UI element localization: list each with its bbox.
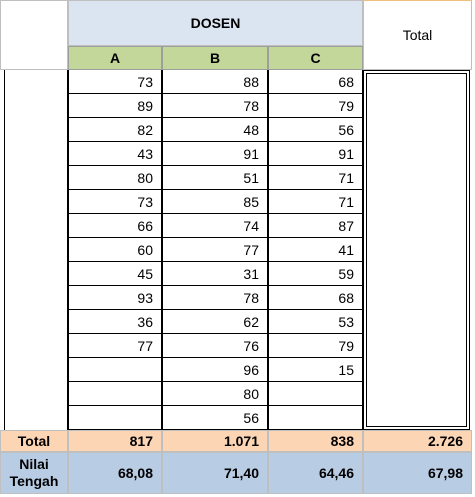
cell-b-row-3[interactable]: 48 — [162, 118, 268, 142]
cell-a-row-14[interactable] — [68, 382, 162, 406]
cell-b-row-4[interactable]: 91 — [162, 142, 268, 166]
cell-c-row-6[interactable]: 71 — [268, 190, 363, 214]
cell-c-row-9[interactable]: 59 — [268, 262, 363, 286]
cell-b-row-11[interactable]: 62 — [162, 310, 268, 334]
cell-c-row-4[interactable]: 91 — [268, 142, 363, 166]
row-label-column — [4, 70, 68, 430]
mean-total[interactable]: 67,98 — [363, 452, 472, 494]
mean-c[interactable]: 64,46 — [268, 452, 363, 494]
cell-c-row-8[interactable]: 41 — [268, 238, 363, 262]
cell-c-row-3[interactable]: 56 — [268, 118, 363, 142]
cell-b-row-15[interactable]: 56 — [162, 406, 268, 430]
cell-b-row-5[interactable]: 51 — [162, 166, 268, 190]
total-column-header[interactable]: Total — [363, 0, 472, 70]
cell-c-row-11[interactable]: 53 — [268, 310, 363, 334]
cell-a-row-7[interactable]: 66 — [68, 214, 162, 238]
cell-c-row-12[interactable]: 79 — [268, 334, 363, 358]
cell-c-row-10[interactable]: 68 — [268, 286, 363, 310]
cell-b-row-1[interactable]: 88 — [162, 70, 268, 94]
cell-a-row-13[interactable] — [68, 358, 162, 382]
cell-a-row-5[interactable]: 80 — [68, 166, 162, 190]
cell-c-row-13[interactable]: 15 — [268, 358, 363, 382]
dosen-group-header[interactable]: DOSEN — [68, 0, 363, 46]
cell-c-row-1[interactable]: 68 — [268, 70, 363, 94]
column-header-c[interactable]: C — [268, 46, 363, 70]
total-column-box[interactable] — [363, 70, 470, 430]
cell-a-row-10[interactable]: 93 — [68, 286, 162, 310]
cell-b-row-2[interactable]: 78 — [162, 94, 268, 118]
total-b[interactable]: 1.071 — [162, 430, 268, 452]
column-header-b[interactable]: B — [162, 46, 268, 70]
cell-a-row-1[interactable]: 73 — [68, 70, 162, 94]
total-row-label: Total — [0, 430, 68, 452]
cell-b-row-9[interactable]: 31 — [162, 262, 268, 286]
cell-c-row-5[interactable]: 71 — [268, 166, 363, 190]
cell-a-row-9[interactable]: 45 — [68, 262, 162, 286]
mean-b[interactable]: 71,40 — [162, 452, 268, 494]
cell-c-row-14[interactable] — [268, 382, 363, 406]
cell-a-row-3[interactable]: 82 — [68, 118, 162, 142]
header-blank-cell — [0, 0, 68, 70]
mean-label-line-1: Nilai — [19, 456, 49, 472]
cell-a-row-11[interactable]: 36 — [68, 310, 162, 334]
cell-a-row-4[interactable]: 43 — [68, 142, 162, 166]
cell-b-row-10[interactable]: 78 — [162, 286, 268, 310]
cell-b-row-14[interactable]: 80 — [162, 382, 268, 406]
cell-a-row-6[interactable]: 73 — [68, 190, 162, 214]
cell-b-row-6[interactable]: 85 — [162, 190, 268, 214]
cell-a-row-12[interactable]: 77 — [68, 334, 162, 358]
cell-c-row-2[interactable]: 79 — [268, 94, 363, 118]
total-c[interactable]: 838 — [268, 430, 363, 452]
cell-a-row-2[interactable]: 89 — [68, 94, 162, 118]
cell-b-row-7[interactable]: 74 — [162, 214, 268, 238]
cell-a-row-8[interactable]: 60 — [68, 238, 162, 262]
total-a[interactable]: 817 — [68, 430, 162, 452]
mean-row-label: Nilai Tengah — [0, 452, 68, 494]
mean-label-line-2: Tengah — [9, 473, 59, 489]
cell-c-row-7[interactable]: 87 — [268, 214, 363, 238]
mean-a[interactable]: 68,08 — [68, 452, 162, 494]
cell-b-row-12[interactable]: 76 — [162, 334, 268, 358]
cell-c-row-15[interactable] — [268, 406, 363, 430]
column-header-a[interactable]: A — [68, 46, 162, 70]
cell-b-row-8[interactable]: 77 — [162, 238, 268, 262]
cell-b-row-13[interactable]: 96 — [162, 358, 268, 382]
grand-total[interactable]: 2.726 — [363, 430, 472, 452]
cell-a-row-15[interactable] — [68, 406, 162, 430]
